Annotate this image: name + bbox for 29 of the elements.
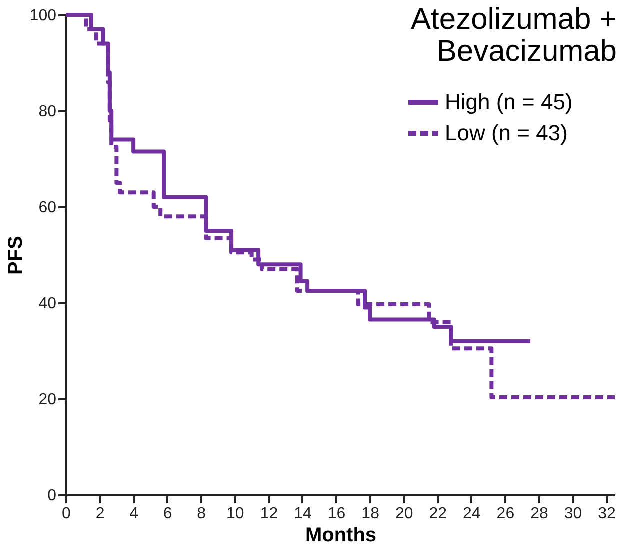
y-tick-label: 60: [38, 200, 57, 216]
y-tick-label: 0: [48, 488, 57, 504]
x-tick-label: 10: [226, 506, 244, 522]
x-tick-label: 0: [62, 506, 72, 522]
legend-label: High (n = 45): [445, 90, 573, 114]
x-tick-label: 16: [328, 506, 346, 522]
y-tick-label: 100: [30, 8, 57, 24]
y-tick-label: 40: [38, 296, 57, 312]
x-tick-label: 30: [564, 506, 582, 522]
x-tick-label: 24: [463, 506, 481, 522]
x-tick-label: 22: [429, 506, 448, 522]
x-tick-label: 6: [163, 506, 172, 522]
y-tick-label: 20: [38, 392, 57, 408]
x-tick-label: 28: [530, 506, 548, 522]
x-tick-label: 18: [362, 506, 380, 522]
text: Atezolizumab +: [411, 3, 617, 36]
x-tick-label: 26: [496, 506, 515, 522]
x-tick-label: 20: [395, 506, 414, 522]
legend-label: Low (n = 43): [445, 120, 568, 146]
x-tick-label: 12: [260, 506, 278, 522]
x-tick-label: 4: [130, 506, 139, 522]
x-tick-label: 14: [294, 506, 312, 522]
x-tick-label: 32: [598, 506, 616, 522]
x-tick-label: 2: [96, 506, 105, 522]
y-axis-title: PFS: [4, 236, 27, 275]
x-tick-label: 8: [197, 506, 206, 522]
text: Bevacizumab: [436, 35, 617, 68]
y-tick-label: 80: [38, 104, 57, 120]
x-axis-title: Months: [305, 524, 377, 546]
